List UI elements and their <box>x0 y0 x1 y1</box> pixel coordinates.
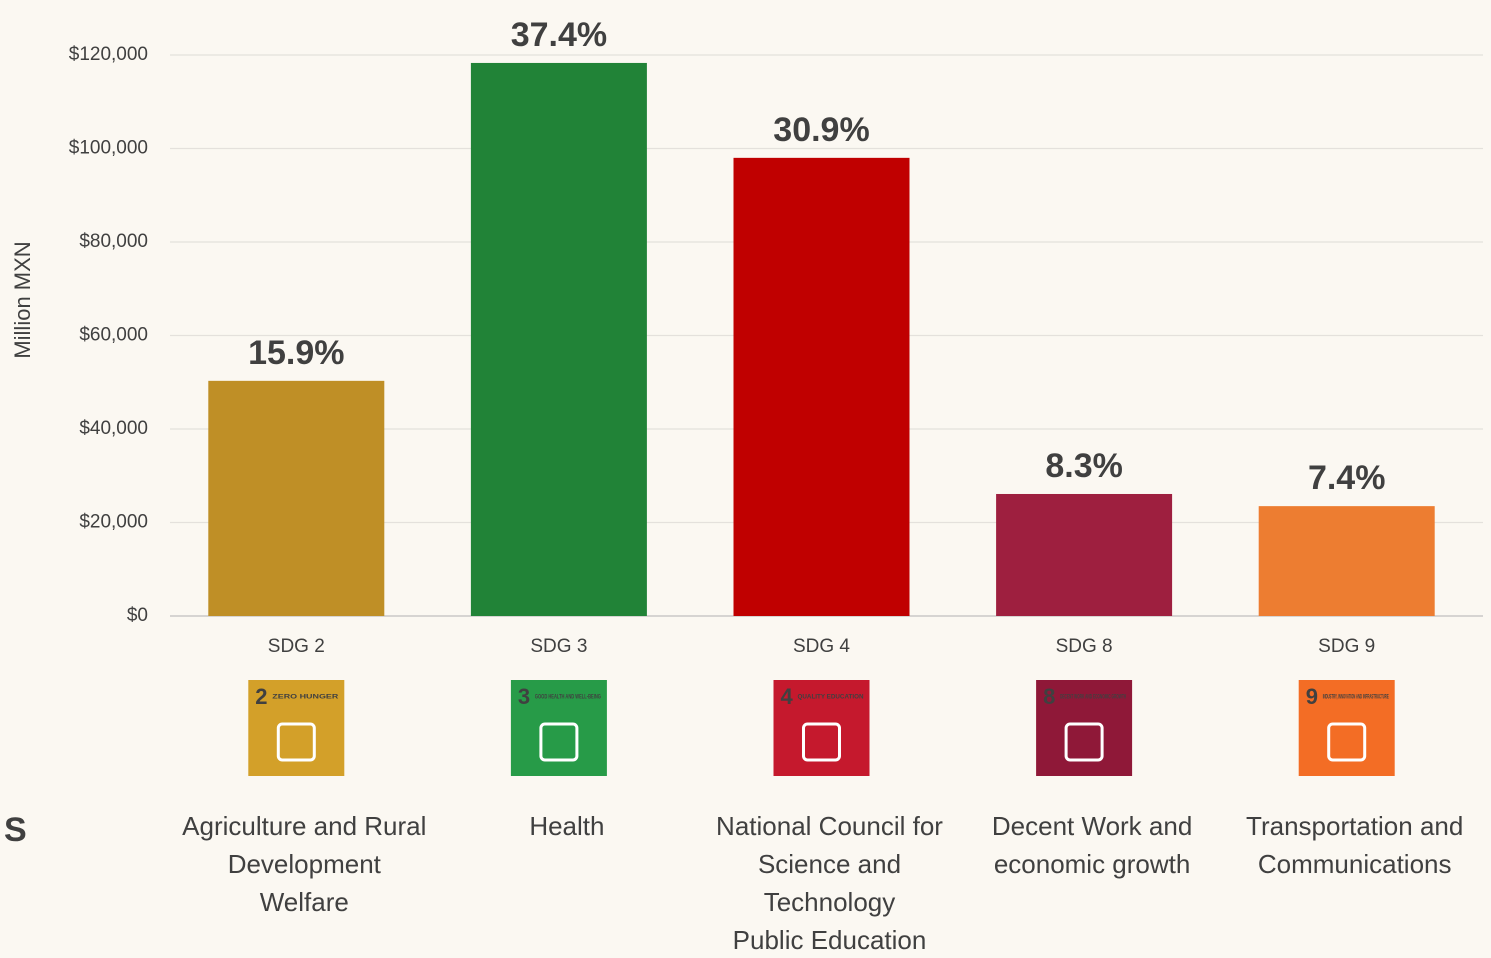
share-label: 8.3% <box>1045 447 1123 485</box>
department-label: Decent Work and <box>992 811 1192 841</box>
department-label: Transportation and <box>1246 811 1463 841</box>
sdg-icon-glyph <box>276 722 316 762</box>
y-tick-label: $80,000 <box>79 231 148 252</box>
department-label: Agriculture and Rural <box>182 811 426 841</box>
x-tick-label: SDG 9 <box>1318 636 1375 657</box>
department-label: Welfare <box>260 887 349 917</box>
department-label: Communications <box>1258 849 1452 879</box>
y-tick-label: $120,000 <box>69 44 148 65</box>
sdg-icon-label: INDUSTRY, INNOVATION AND INFRASTRUCTURE <box>1323 694 1389 701</box>
sdg-icon-label: ZERO HUNGER <box>272 694 338 701</box>
y-tick-label: $40,000 <box>79 418 148 439</box>
y-tick-label: $100,000 <box>69 138 148 159</box>
x-tick-label: SDG 8 <box>1056 636 1113 657</box>
department-label: economic growth <box>994 849 1191 879</box>
bar <box>208 380 385 616</box>
department-label: Science and <box>758 849 901 879</box>
y-tick-label: $20,000 <box>79 512 148 533</box>
sdg-icon-label: DECENT WORK AND ECONOMIC GROWTH <box>1060 694 1126 701</box>
bar <box>470 62 647 616</box>
sdg-icon-label: GOOD HEALTH AND WELL-BEING <box>535 694 601 701</box>
y-axis-label: Million MXN <box>10 241 35 358</box>
sdg-icon-number: 8 <box>1043 684 1055 709</box>
department-label: Technology <box>764 887 896 917</box>
share-label: 37.4% <box>511 16 607 54</box>
y-tick-label: $60,000 <box>79 325 148 346</box>
share-label: 7.4% <box>1308 459 1386 497</box>
sdg-icon-number: 3 <box>518 684 530 709</box>
department-label: Health <box>529 811 604 841</box>
share-label: 30.9% <box>773 111 869 149</box>
share-label: 15.9% <box>248 334 344 372</box>
sdg-icon-glyph <box>1327 722 1367 762</box>
sdg-icon-glyph <box>1064 722 1104 762</box>
sdg-icon-label: QUALITY EDUCATION <box>798 694 864 701</box>
bar <box>733 157 910 616</box>
sdg-icon-number: 2 <box>255 684 267 709</box>
x-tick-label: SDG 4 <box>793 636 850 657</box>
sdg-icon-glyph <box>539 722 579 762</box>
y-tick-label: $0 <box>127 605 148 626</box>
x-tick-label: SDG 3 <box>530 636 587 657</box>
sdg-icon-number: 4 <box>781 684 794 709</box>
edge-fragment: S <box>4 811 27 849</box>
department-label: Public Education <box>733 925 927 955</box>
x-tick-label: SDG 2 <box>268 636 325 657</box>
bar <box>1258 506 1435 616</box>
bar <box>996 493 1173 616</box>
sdg-icon-number: 9 <box>1306 684 1318 709</box>
sdg-icon-glyph <box>802 722 841 762</box>
department-label: Development <box>228 849 382 879</box>
department-label: National Council for <box>716 811 943 841</box>
